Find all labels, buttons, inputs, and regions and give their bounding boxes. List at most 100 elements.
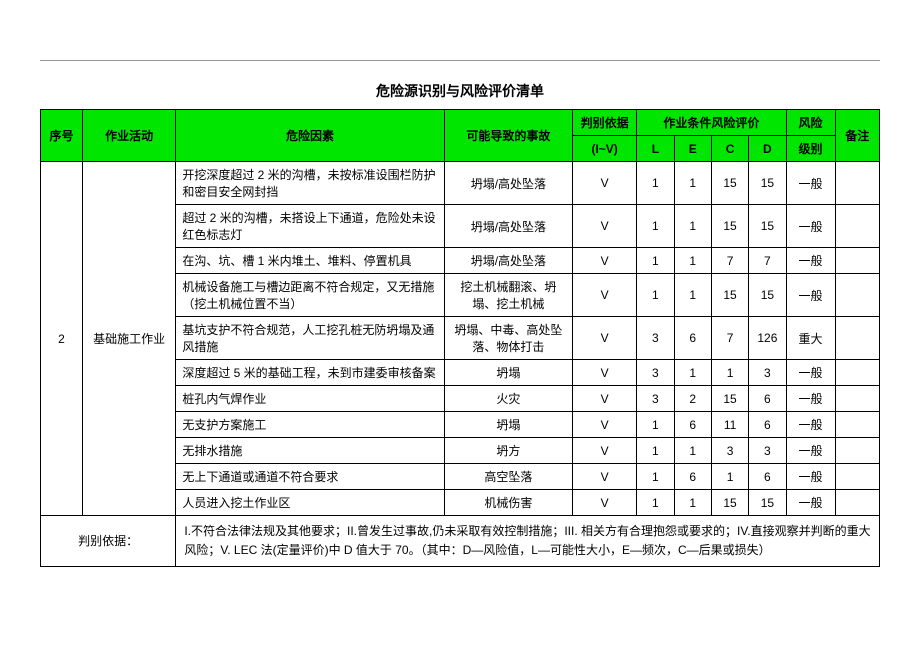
th-D: D — [749, 136, 786, 162]
cell-C: 15 — [711, 205, 748, 248]
th-L: L — [637, 136, 674, 162]
cell-factor: 深度超过 5 米的基础工程，未到市建委审核备案 — [176, 360, 444, 386]
cell-factor: 人员进入挖土作业区 — [176, 490, 444, 516]
cell-level: 一般 — [786, 274, 835, 317]
cell-remark — [835, 274, 879, 317]
cell-D: 6 — [749, 386, 786, 412]
cell-seq: 2 — [41, 162, 83, 516]
cell-D: 15 — [749, 205, 786, 248]
cell-C: 7 — [711, 248, 748, 274]
cell-C: 15 — [711, 162, 748, 205]
cell-accident: 坍塌/高处坠落 — [444, 248, 572, 274]
cell-C: 15 — [711, 274, 748, 317]
page-title: 危险源识别与风险评价清单 — [40, 81, 880, 101]
th-basis-sub: (I~V) — [573, 136, 637, 162]
cell-factor: 机械设备施工与槽边距离不符合规定，又无措施（挖土机械位置不当） — [176, 274, 444, 317]
cell-C: 3 — [711, 438, 748, 464]
cell-factor: 开挖深度超过 2 米的沟槽，未按标准设围栏防护和密目安全网封挡 — [176, 162, 444, 205]
cell-basis: V — [573, 490, 637, 516]
th-cond-group: 作业条件风险评价 — [637, 110, 786, 136]
cell-basis: V — [573, 317, 637, 360]
cell-E: 1 — [674, 248, 711, 274]
cell-D: 15 — [749, 162, 786, 205]
cell-E: 1 — [674, 205, 711, 248]
cell-level: 一般 — [786, 386, 835, 412]
cell-E: 6 — [674, 464, 711, 490]
cell-remark — [835, 248, 879, 274]
cell-L: 1 — [637, 412, 674, 438]
risk-assessment-table: 序号 作业活动 危险因素 可能导致的事故 判别依据 作业条件风险评价 风险 备注… — [40, 109, 880, 567]
cell-basis: V — [573, 248, 637, 274]
th-C: C — [711, 136, 748, 162]
cell-C: 11 — [711, 412, 748, 438]
cell-level: 一般 — [786, 412, 835, 438]
cell-remark — [835, 438, 879, 464]
cell-C: 7 — [711, 317, 748, 360]
cell-remark — [835, 386, 879, 412]
cell-factor: 在沟、坑、槽 1 米内堆土、堆料、停置机具 — [176, 248, 444, 274]
cell-L: 1 — [637, 438, 674, 464]
th-risk-level: 风险 — [786, 110, 835, 136]
cell-basis: V — [573, 386, 637, 412]
cell-level: 重大 — [786, 317, 835, 360]
cell-accident: 机械伤害 — [444, 490, 572, 516]
cell-D: 3 — [749, 438, 786, 464]
cell-remark — [835, 317, 879, 360]
th-remark: 备注 — [835, 110, 879, 162]
cell-remark — [835, 205, 879, 248]
cell-remark — [835, 464, 879, 490]
cell-factor: 基坑支护不符合规范，人工挖孔桩无防坍塌及通风措施 — [176, 317, 444, 360]
cell-level: 一般 — [786, 360, 835, 386]
cell-E: 6 — [674, 317, 711, 360]
cell-factor: 超过 2 米的沟槽，未搭设上下通道，危险处未设红色标志灯 — [176, 205, 444, 248]
cell-remark — [835, 490, 879, 516]
cell-accident: 坍塌、中毒、高处坠落、物体打击 — [444, 317, 572, 360]
table-row: 2基础施工作业开挖深度超过 2 米的沟槽，未按标准设围栏防护和密目安全网封挡坍塌… — [41, 162, 880, 205]
cell-basis: V — [573, 205, 637, 248]
cell-L: 1 — [637, 162, 674, 205]
cell-basis: V — [573, 162, 637, 205]
cell-accident: 坍塌/高处坠落 — [444, 205, 572, 248]
th-accident: 可能导致的事故 — [444, 110, 572, 162]
cell-E: 6 — [674, 412, 711, 438]
cell-L: 1 — [637, 248, 674, 274]
cell-remark — [835, 360, 879, 386]
cell-basis: V — [573, 274, 637, 317]
cell-D: 3 — [749, 360, 786, 386]
cell-accident: 火灾 — [444, 386, 572, 412]
cell-D: 6 — [749, 412, 786, 438]
cell-basis: V — [573, 360, 637, 386]
cell-level: 一般 — [786, 438, 835, 464]
cell-C: 1 — [711, 360, 748, 386]
cell-factor: 无支护方案施工 — [176, 412, 444, 438]
table-body: 2基础施工作业开挖深度超过 2 米的沟槽，未按标准设围栏防护和密目安全网封挡坍塌… — [41, 162, 880, 516]
cell-factor: 无排水措施 — [176, 438, 444, 464]
cell-E: 1 — [674, 438, 711, 464]
footnote-text: I.不符合法律法规及其他要求；II.曾发生过事故,仍未采取有效控制措施；III.… — [176, 516, 880, 567]
cell-accident: 挖土机械翻滚、坍塌、挖土机械 — [444, 274, 572, 317]
th-basis-group: 判别依据 — [573, 110, 637, 136]
footnote-label: 判别依据： — [41, 516, 176, 567]
cell-L: 1 — [637, 205, 674, 248]
cell-basis: V — [573, 438, 637, 464]
cell-basis: V — [573, 464, 637, 490]
cell-accident: 坍方 — [444, 438, 572, 464]
cell-L: 1 — [637, 490, 674, 516]
cell-activity: 基础施工作业 — [83, 162, 176, 516]
cell-level: 一般 — [786, 162, 835, 205]
th-factor: 危险因素 — [176, 110, 444, 162]
cell-C: 15 — [711, 490, 748, 516]
cell-D: 15 — [749, 274, 786, 317]
footnote-row: 判别依据： I.不符合法律法规及其他要求；II.曾发生过事故,仍未采取有效控制措… — [41, 516, 880, 567]
cell-C: 15 — [711, 386, 748, 412]
cell-accident: 坍塌 — [444, 360, 572, 386]
th-activity: 作业活动 — [83, 110, 176, 162]
cell-accident: 高空坠落 — [444, 464, 572, 490]
cell-E: 1 — [674, 490, 711, 516]
cell-L: 3 — [637, 386, 674, 412]
top-horizontal-rule — [40, 60, 880, 61]
cell-level: 一般 — [786, 205, 835, 248]
cell-level: 一般 — [786, 248, 835, 274]
cell-E: 1 — [674, 360, 711, 386]
cell-D: 7 — [749, 248, 786, 274]
